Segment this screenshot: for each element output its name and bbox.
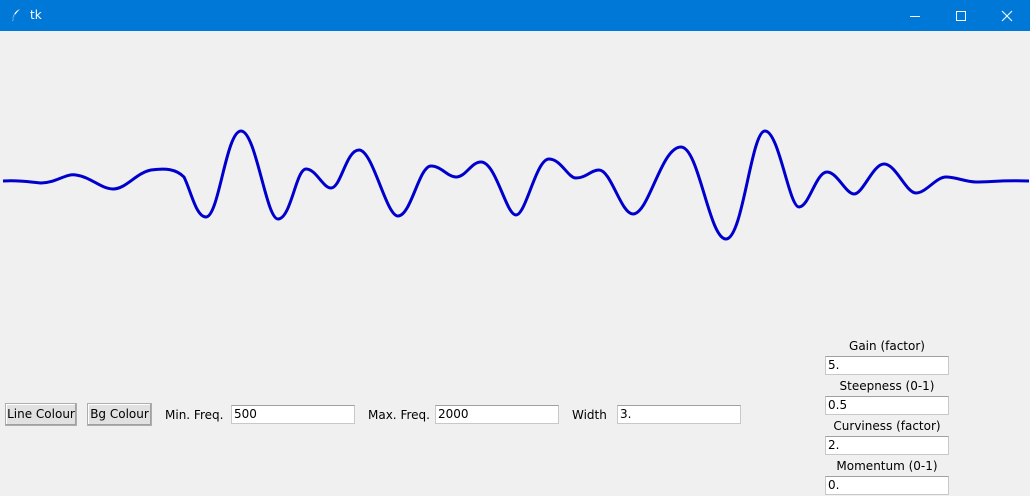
max-freq-input[interactable]: 2000 bbox=[435, 405, 559, 424]
title-bar[interactable]: tk bbox=[0, 0, 1030, 31]
feather-icon bbox=[11, 9, 20, 22]
maximize-icon bbox=[956, 11, 966, 21]
gain-label: Gain (factor) bbox=[849, 339, 925, 353]
min-freq-label: Min. Freq. bbox=[165, 408, 224, 422]
waveform-line bbox=[2, 129, 1029, 241]
width-input[interactable]: 3. bbox=[617, 405, 741, 424]
width-label: Width bbox=[572, 408, 607, 422]
gain-input[interactable]: 5. bbox=[825, 356, 949, 375]
minimize-button[interactable] bbox=[892, 0, 938, 31]
line-colour-button[interactable]: Line Colour bbox=[5, 403, 77, 426]
minimize-icon bbox=[910, 16, 920, 17]
steepness-input[interactable]: 0.5 bbox=[825, 396, 949, 415]
curviness-input[interactable]: 2. bbox=[825, 436, 949, 455]
waveform-canvas[interactable] bbox=[1, 31, 1029, 331]
min-freq-input[interactable]: 500 bbox=[231, 405, 355, 424]
max-freq-label: Max. Freq. bbox=[368, 408, 430, 422]
steepness-label: Steepness (0-1) bbox=[839, 379, 935, 393]
maximize-button[interactable] bbox=[938, 0, 984, 31]
window-title: tk bbox=[30, 8, 42, 22]
close-icon bbox=[1001, 10, 1013, 22]
close-button[interactable] bbox=[984, 0, 1030, 31]
momentum-input[interactable]: 0. bbox=[825, 476, 949, 495]
bg-colour-button[interactable]: Bg Colour bbox=[87, 403, 152, 426]
curviness-label: Curviness (factor) bbox=[833, 419, 941, 433]
momentum-label: Momentum (0-1) bbox=[836, 459, 938, 473]
